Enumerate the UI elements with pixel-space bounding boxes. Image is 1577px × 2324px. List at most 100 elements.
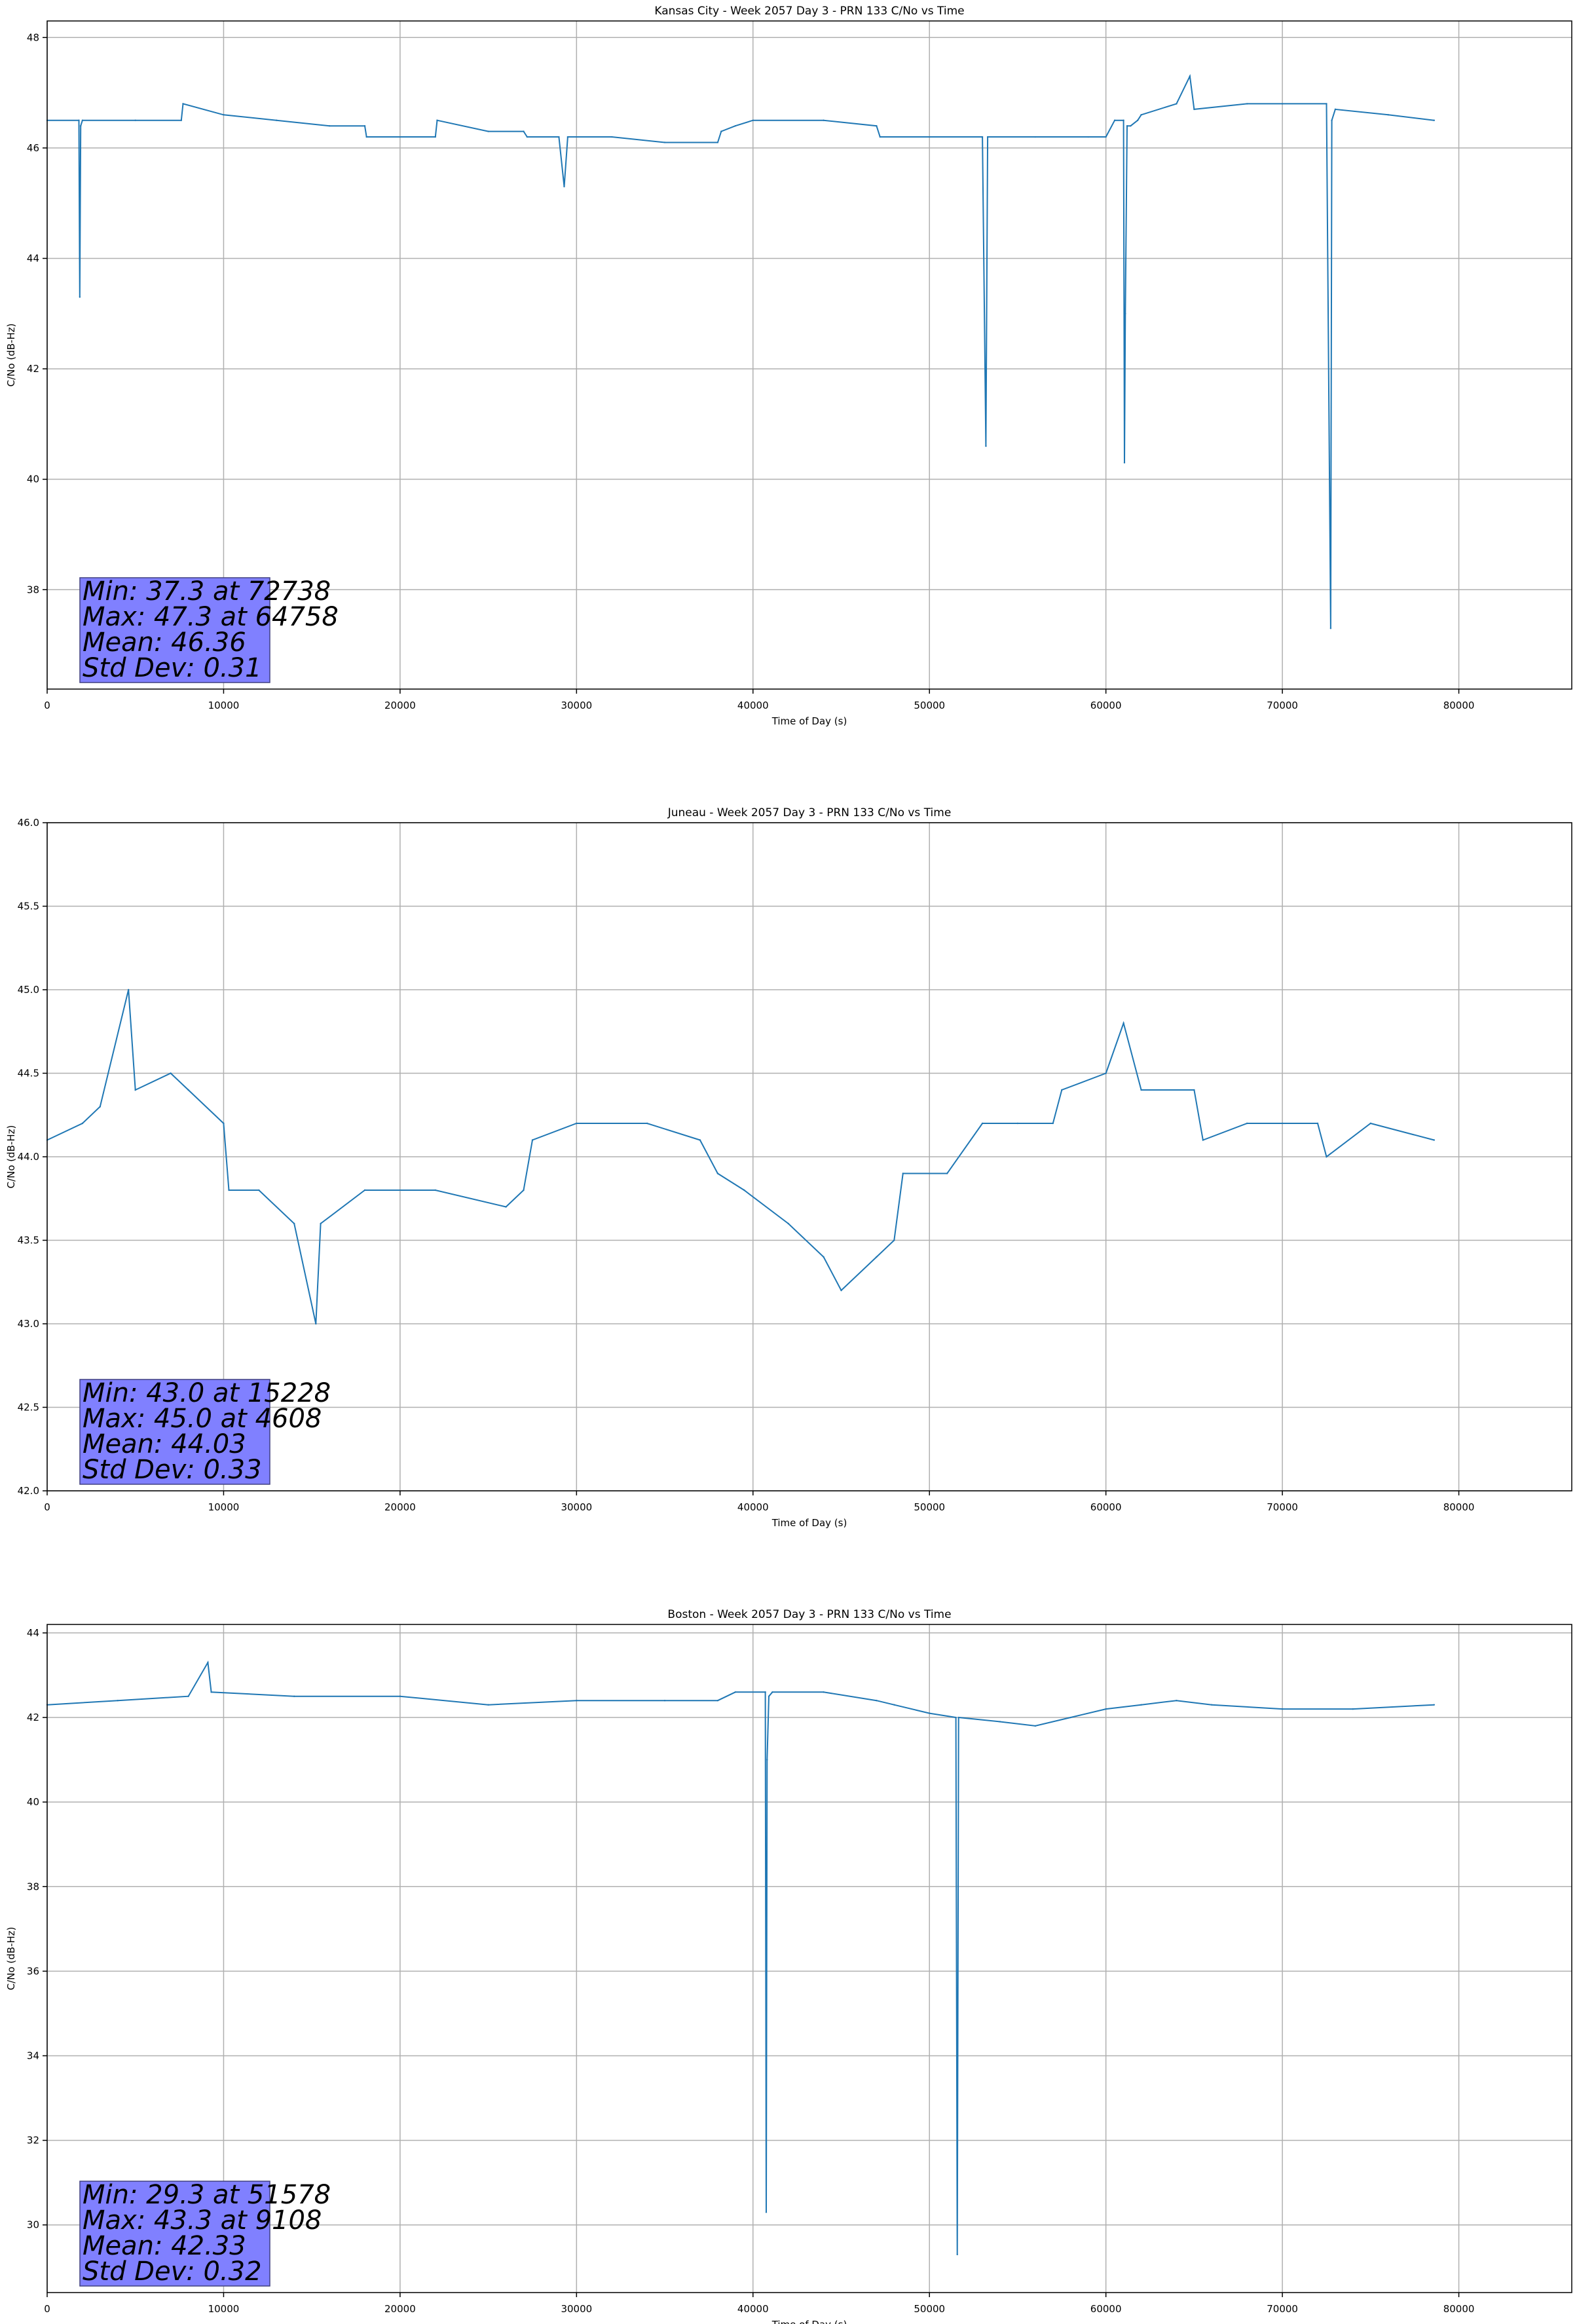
data-point (79, 296, 81, 298)
data-point (363, 1189, 366, 1191)
data-point (663, 141, 666, 143)
data-point (1176, 1700, 1178, 1702)
axes-frame (46, 822, 1572, 1491)
x-tick-label: 60000 (1090, 2303, 1122, 2315)
data-point (1326, 103, 1327, 105)
y-tick-label: 46 (27, 142, 39, 154)
data-point (576, 1122, 578, 1125)
y-axis-label: C/No (dB-Hz) (5, 324, 17, 387)
y-tick-label: 40 (27, 1796, 39, 1808)
data-point (766, 1759, 768, 1761)
x-tick-label: 20000 (384, 700, 416, 711)
x-tick-label: 30000 (561, 700, 592, 711)
data-point (576, 1700, 578, 1702)
data-point (720, 130, 722, 132)
data-point (1331, 119, 1333, 121)
data-point (743, 1189, 745, 1191)
data-point (1034, 1725, 1037, 1727)
y-tick-label: 42.0 (18, 1485, 39, 1497)
data-point (876, 124, 878, 127)
data-point (1433, 1139, 1436, 1141)
data-point (929, 1712, 931, 1714)
y-tick-label: 45.5 (18, 901, 39, 912)
data-point (1193, 1089, 1195, 1091)
data-point (223, 1122, 225, 1125)
data-point (293, 1222, 295, 1225)
data-point (363, 124, 366, 127)
data-point (1126, 124, 1128, 127)
data-point (1281, 1708, 1284, 1710)
data-point (399, 136, 401, 138)
data-point (436, 119, 438, 121)
stats-line: Mean: 46.36 (83, 628, 246, 658)
stats-box (79, 2181, 270, 2287)
data-point (699, 1139, 701, 1141)
data-point (1105, 136, 1107, 138)
data-point (117, 1700, 119, 1702)
data-point (320, 1222, 322, 1225)
chart-title: Juneau - Week 2057 Day 3 - PRN 133 C/No … (667, 806, 952, 819)
x-tick-label: 20000 (384, 1501, 416, 1513)
data-point (957, 1716, 959, 1719)
data-point (929, 136, 931, 138)
stats-line: Std Dev: 0.33 (83, 1455, 262, 1485)
data-point (210, 1691, 212, 1693)
stats-line: Max: 43.3 at 9108 (83, 2205, 322, 2236)
data-point (765, 2211, 768, 2213)
y-tick-label: 44.5 (18, 1068, 39, 1079)
y-tick-label: 43.0 (18, 1318, 39, 1330)
x-tick-label: 0 (44, 1501, 50, 1513)
data-point (1316, 1122, 1319, 1125)
stats-line: Mean: 44.03 (83, 1429, 246, 1459)
series-line (47, 73, 1434, 629)
stats-line: Max: 47.3 at 64758 (83, 602, 339, 632)
x-tick-label: 30000 (561, 1501, 592, 1513)
x-tick-label: 10000 (208, 1501, 240, 1513)
data-point (81, 1122, 84, 1125)
data-point (180, 119, 182, 121)
data-point (734, 124, 737, 127)
data-point (187, 1695, 189, 1697)
data-point (1329, 628, 1332, 629)
data-point (768, 1695, 770, 1697)
stats-box (79, 577, 270, 683)
data-point (1122, 1022, 1124, 1024)
data-point (531, 1139, 534, 1141)
data-point (1130, 124, 1132, 127)
x-tick-label: 70000 (1267, 1501, 1298, 1513)
x-tick-label: 70000 (1267, 700, 1298, 711)
data-point (78, 119, 80, 121)
y-tick-label: 43.5 (18, 1235, 39, 1246)
x-tick-label: 0 (44, 700, 50, 711)
data-point (893, 1704, 895, 1706)
y-tick-label: 42.5 (18, 1402, 39, 1414)
data-point (127, 988, 130, 991)
y-tick-label: 34 (27, 2050, 39, 2061)
data-point (99, 1106, 102, 1108)
chart-0: 0 10000 20000 30000 40000 50000 60000 70000 8000… (5, 5, 1572, 727)
x-tick-label: 60000 (1090, 700, 1122, 711)
data-point (81, 119, 84, 121)
data-point (434, 136, 436, 138)
data-point (1211, 1704, 1213, 1706)
x-tick-label: 40000 (737, 700, 769, 711)
data-point (787, 1222, 789, 1225)
data-point (764, 1691, 766, 1693)
data-point (487, 1704, 489, 1706)
y-tick-label: 48 (27, 31, 39, 43)
data-point (1334, 108, 1337, 111)
data-point (563, 185, 565, 188)
data-point (752, 119, 754, 121)
data-point (611, 136, 613, 138)
y-tick-label: 40 (27, 474, 39, 485)
stats-line: Min: 37.3 at 72738 (83, 576, 331, 607)
data-point (902, 1172, 904, 1174)
axes-frame (46, 1624, 1572, 2293)
x-tick-label: 80000 (1443, 700, 1475, 711)
data-point (170, 1072, 172, 1074)
x-tick-label: 80000 (1443, 2303, 1475, 2315)
data-point (1189, 75, 1191, 77)
data-point (946, 1172, 948, 1174)
data-point (646, 1122, 648, 1125)
